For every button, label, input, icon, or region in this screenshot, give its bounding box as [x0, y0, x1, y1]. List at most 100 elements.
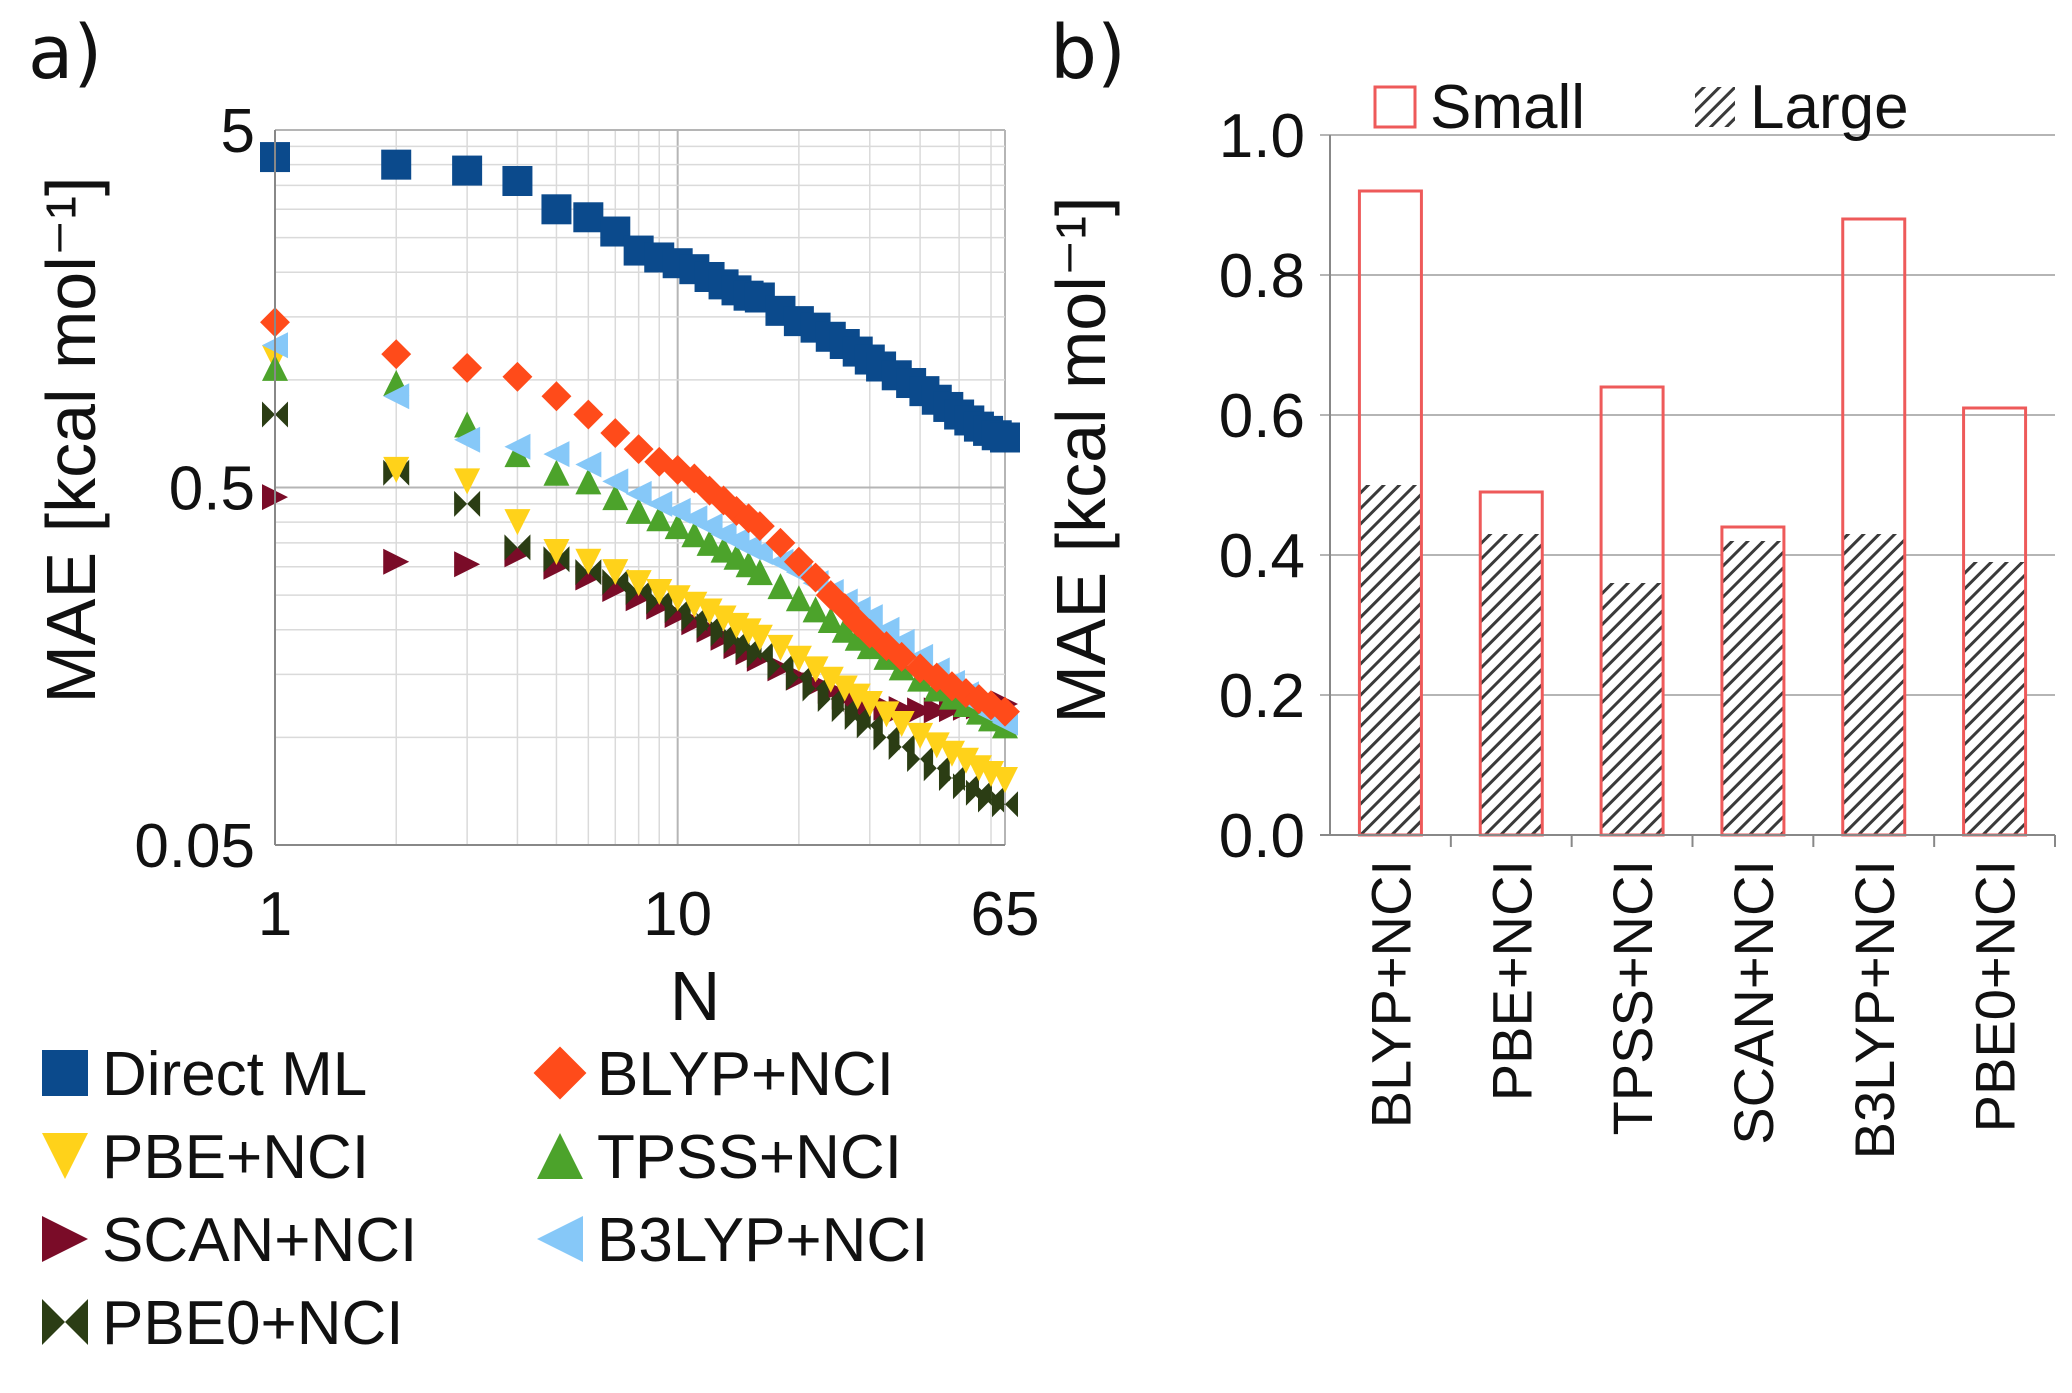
data-point-direct: [541, 194, 572, 225]
panel-b-bars: [1357, 189, 2028, 837]
data-point-pbe: [844, 683, 871, 710]
data-point-pbe0: [504, 534, 531, 561]
data-point-b3lyp: [543, 441, 570, 468]
y-tick-label: 0.4: [1219, 522, 1305, 591]
data-point-tpss: [802, 596, 829, 623]
legend-marker-direct: [42, 1050, 88, 1096]
data-point-tpss: [746, 559, 773, 586]
data-point-pbe0: [746, 641, 773, 668]
data-point-pbe0: [454, 490, 481, 517]
data-point-pbe: [767, 634, 794, 661]
legend-item-b3lyp: B3LYP+NCI: [537, 1206, 928, 1275]
data-point-tpss: [625, 497, 652, 524]
data-point-blyp: [783, 546, 814, 577]
x-tick-label: 65: [971, 880, 1040, 949]
data-point-direct: [452, 155, 483, 186]
data-point-pbe: [681, 591, 708, 618]
y-tick-label: 5: [221, 97, 255, 166]
panel-b-label: b): [1050, 10, 1126, 96]
x-category-label: PBE0+NCI: [1964, 860, 2027, 1132]
data-point-blyp: [871, 631, 902, 662]
y-tick-label: 0.2: [1219, 662, 1305, 731]
data-point-pbe: [923, 732, 950, 759]
data-point-blyp: [679, 463, 710, 494]
panel-a-points: [260, 142, 1020, 818]
bar-large: [1963, 562, 2026, 835]
data-point-pbe0: [992, 791, 1018, 818]
legend-item-direct: Direct ML: [42, 1040, 367, 1109]
data-point-pbe: [454, 468, 481, 495]
legend-label-pbe: PBE+NCI: [102, 1123, 369, 1192]
data-point-tpss: [844, 624, 871, 651]
data-point-blyp: [623, 434, 654, 465]
panel-b-chart: b) 0.0 0.2 0.4 0.6 0.8 1.0 BLYP+NCI PBE+NCI TPS…: [1042, 10, 2056, 1159]
data-point-blyp: [842, 607, 873, 638]
data-point-b3lyp: [625, 480, 652, 507]
y-tick-label: 0.0: [1219, 802, 1305, 871]
x-category-label: B3LYP+NCI: [1843, 860, 1906, 1159]
legend-label-direct: Direct ML: [102, 1040, 367, 1109]
data-point-tpss: [767, 573, 794, 600]
data-point-pbe: [710, 605, 737, 632]
bar-large: [1721, 541, 1784, 835]
x-category-label: TPSS+NCI: [1601, 860, 1664, 1135]
data-point-tpss: [602, 484, 629, 511]
panel-a-x-axis-title: N: [670, 957, 721, 1035]
legend-item-tpss: TPSS+NCI: [537, 1123, 902, 1192]
legend-label-small: Small: [1430, 73, 1585, 142]
data-point-scan: [907, 697, 934, 724]
panel-a-label: a): [28, 10, 102, 96]
panel-b-axes: [1320, 135, 2055, 836]
legend-marker-tpss: [537, 1133, 583, 1179]
data-point-b3lyp: [746, 539, 773, 566]
data-point-pbe: [907, 722, 934, 749]
data-point-b3lyp: [575, 451, 602, 478]
data-point-b3lyp: [504, 433, 531, 460]
data-point-pbe: [831, 675, 858, 702]
data-point-b3lyp: [454, 426, 481, 453]
data-point-blyp: [765, 527, 796, 558]
data-point-pbe: [785, 645, 812, 672]
data-point-pbe: [938, 740, 965, 767]
data-point-b3lyp: [888, 628, 915, 655]
data-point-b3lyp: [646, 490, 673, 517]
legend-marker-scan: [42, 1216, 88, 1262]
data-point-tpss: [681, 521, 708, 548]
data-point-tpss: [664, 513, 691, 540]
data-point-pbe: [625, 570, 652, 597]
y-tick-label: 0.05: [134, 812, 255, 881]
data-point-b3lyp: [602, 468, 629, 495]
data-point-pbe: [543, 539, 570, 566]
data-point-tpss: [543, 459, 570, 486]
panel-b-x-ticks: BLYP+NCI PBE+NCI TPSS+NCI SCAN+NCI B3LYP+NCI…: [1359, 835, 2056, 1159]
legend-marker-b3lyp: [537, 1216, 583, 1262]
y-tick-label: 0.8: [1219, 242, 1305, 311]
x-category-label: PBE+NCI: [1480, 860, 1543, 1101]
data-point-blyp: [886, 641, 917, 672]
legend-label-large: Large: [1750, 73, 1909, 142]
data-point-blyp: [600, 418, 631, 449]
legend-label-pbe0: PBE0+NCI: [102, 1289, 404, 1358]
data-point-pbe: [602, 559, 629, 586]
data-point-direct: [573, 202, 604, 233]
legend-swatch-large: [1695, 87, 1735, 127]
y-tick-label: 1.0: [1219, 102, 1305, 171]
series-pbe: [262, 345, 1018, 793]
legend-item-blyp: BLYP+NCI: [533, 1040, 894, 1109]
panel-a-axes: [274, 130, 1005, 846]
data-point-scan: [454, 551, 481, 578]
x-tick-label: 1: [258, 880, 292, 949]
data-point-pbe: [888, 711, 915, 738]
data-point-pbe: [696, 598, 723, 625]
panel-a-chart: a) 5 0.5 0.05 1 10 65 N MAE [kcal mol⁻¹] Dir…: [28, 10, 1039, 1358]
data-point-pbe: [992, 766, 1018, 793]
data-point-pbe: [817, 666, 844, 693]
data-point-pbe: [856, 690, 883, 717]
data-point-blyp: [815, 580, 846, 611]
panel-a-y-axis-title: MAE [kcal mol⁻¹]: [32, 176, 110, 703]
data-point-pbe: [383, 456, 410, 483]
data-point-tpss: [710, 536, 737, 563]
series-blyp: [260, 307, 1020, 727]
data-point-blyp: [381, 339, 412, 370]
legend-item-scan: SCAN+NCI: [42, 1206, 417, 1275]
